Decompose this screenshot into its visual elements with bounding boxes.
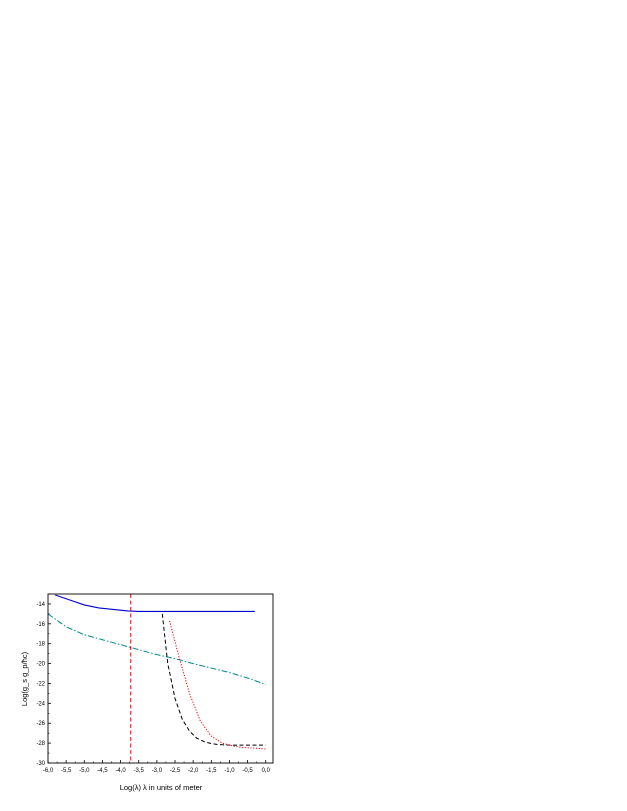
x-tick-label: -2,0 bbox=[188, 768, 199, 774]
y-tick-label: -22 bbox=[36, 681, 45, 687]
y-tick-label: -26 bbox=[36, 721, 45, 727]
x-tick-label: -3,0 bbox=[152, 768, 163, 774]
y-tick-label: -20 bbox=[36, 662, 45, 668]
x-tick-label: -6,0 bbox=[43, 768, 54, 774]
series-line-1 bbox=[55, 594, 255, 612]
x-tick-label: -1,0 bbox=[224, 768, 235, 774]
x-tick-label: -4,0 bbox=[115, 768, 126, 774]
series-line-2 bbox=[47, 613, 266, 685]
x-tick-label: 0,0 bbox=[262, 768, 271, 774]
x-tick-label: -2,5 bbox=[170, 768, 181, 774]
x-axis: -6,0 -5,5 -5,0 -4,5 -4,0 -3,5 -3,0 -2,5 -2,0 -1,5… bbox=[43, 760, 271, 774]
x-tick-label: -5,5 bbox=[61, 768, 72, 774]
x-tick-label: -4,5 bbox=[97, 768, 108, 774]
y-tick-label: -14 bbox=[36, 602, 45, 608]
x-axis-title: Log(λ) λ in units of meter bbox=[120, 783, 203, 792]
plot-frame bbox=[47, 593, 274, 764]
y-axis: -14 -16 -18 -20 -22 -24 -26 -28 -30 bbox=[36, 593, 51, 767]
x-tick-label: -1,5 bbox=[206, 768, 217, 774]
y-tick-label: -16 bbox=[36, 622, 45, 628]
y-tick-label: -28 bbox=[36, 741, 45, 747]
y-tick-label: -18 bbox=[36, 642, 45, 648]
x-tick-label: -0,5 bbox=[242, 768, 253, 774]
x-tick-label: -5,0 bbox=[79, 768, 90, 774]
y-tick-label: -24 bbox=[36, 701, 45, 707]
series-layer bbox=[47, 594, 266, 763]
y-axis-title: Log(g_s g_p/ħc) bbox=[20, 651, 29, 706]
y-tick-label: -30 bbox=[36, 761, 45, 767]
series-line-3 bbox=[161, 613, 266, 746]
x-tick-label: -3,5 bbox=[134, 768, 145, 774]
